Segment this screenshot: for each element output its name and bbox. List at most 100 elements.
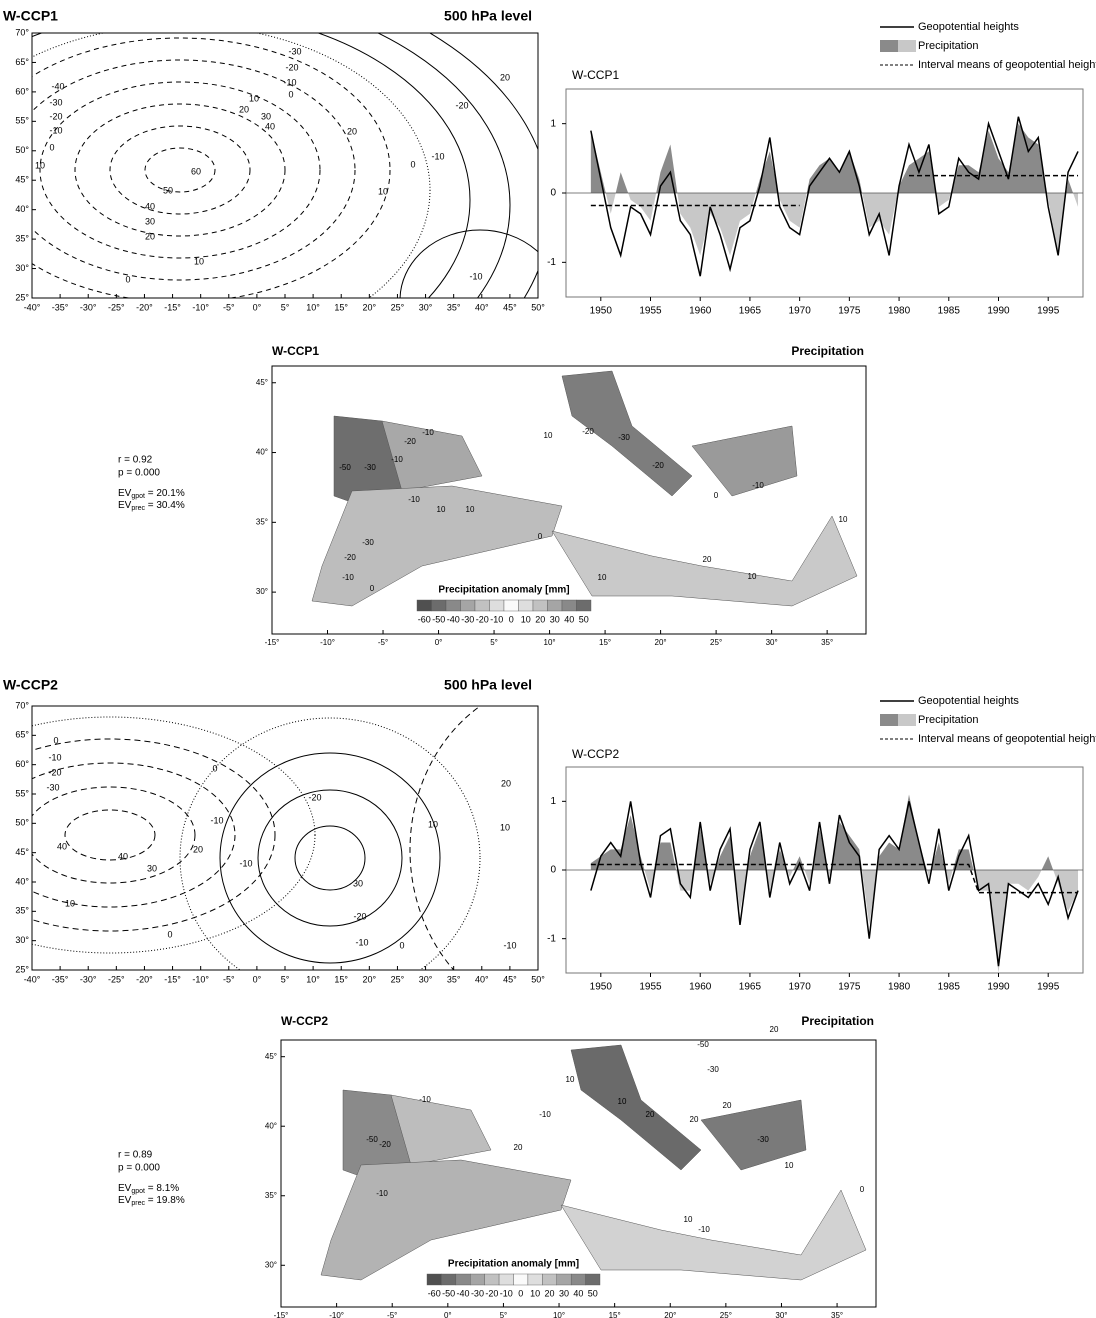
- contour: [109, 125, 251, 215]
- x-tick-label: -35°: [52, 302, 69, 312]
- x-tick-label: -5°: [387, 1311, 397, 1318]
- contour-label: -10: [419, 1095, 431, 1104]
- x-tick-label: -10°: [320, 638, 335, 647]
- contour-label: -20: [582, 427, 594, 436]
- contour-label: 10: [249, 93, 259, 103]
- contour: [219, 752, 441, 964]
- contour-label: -10: [239, 858, 252, 868]
- colorbar-label: -10: [500, 1288, 513, 1298]
- x-tick-label: 1970: [789, 982, 812, 993]
- contour-label: 40: [57, 841, 67, 851]
- legend-swatch: [880, 714, 898, 726]
- contour-label: 10: [618, 1097, 627, 1106]
- y-tick-label: 1: [550, 118, 556, 129]
- x-tick-label: 15°: [334, 974, 348, 984]
- x-tick-label: 25°: [391, 302, 405, 312]
- contour-label: 0: [53, 735, 58, 745]
- x-tick-label: -10°: [329, 1311, 344, 1318]
- contour: [32, 716, 316, 954]
- x-tick-label: -15°: [274, 1311, 289, 1318]
- x-tick-label: 0°: [444, 1311, 452, 1318]
- stat-ev-rest: = 20.1%: [145, 488, 185, 499]
- precipitation-region: [560, 1189, 867, 1281]
- y-tick-label: 35°: [15, 233, 29, 243]
- contour-label: 0: [860, 1185, 865, 1194]
- stat-ev: EVprec = 19.8%: [118, 1195, 185, 1207]
- y-tick-label: 30°: [256, 587, 268, 596]
- contour-label: 30: [261, 111, 271, 121]
- contour-label: 40: [118, 851, 128, 861]
- contour-label: 0: [399, 940, 404, 950]
- contour-label: -10: [283, 77, 296, 87]
- colorbar-label: 20: [545, 1288, 555, 1298]
- y-tick-label: 25°: [15, 964, 29, 974]
- x-tick-label: 1995: [1037, 306, 1060, 317]
- x-tick-label: 1960: [689, 982, 712, 993]
- colorbar-label: -60: [418, 614, 431, 624]
- colorbar-label: -30: [461, 614, 474, 624]
- map-subtitle: 500 hPa level: [444, 8, 532, 24]
- contour-label: 20: [703, 555, 712, 564]
- contour-label: 60: [191, 166, 201, 176]
- contour-label: -10: [752, 481, 764, 490]
- map-title: W-CCP1: [272, 344, 319, 358]
- precipitation-region: [320, 1159, 572, 1281]
- x-tick-label: 50°: [531, 974, 545, 984]
- contour-label: 10: [194, 256, 204, 266]
- stat-ev-main: EV: [118, 488, 132, 499]
- stat-ev-rest: = 8.1%: [145, 1183, 179, 1194]
- contour: [74, 103, 286, 237]
- colorbar-swatch: [570, 1273, 586, 1286]
- contour-label: -20: [652, 461, 664, 470]
- colorbar-swatch: [585, 1273, 601, 1286]
- colorbar-label: -10: [490, 614, 503, 624]
- x-tick-label: 0°: [435, 638, 443, 647]
- contour-label: 20: [193, 844, 203, 854]
- x-tick-label: 45°: [503, 302, 517, 312]
- contour-label: 0: [410, 159, 415, 169]
- colorbar-swatch: [518, 599, 534, 612]
- colorbar-swatch: [556, 1273, 572, 1286]
- legend-label: Interval means of geopotential heights: [918, 59, 1096, 71]
- x-tick-label: 1950: [590, 306, 613, 317]
- contour-label: -10: [391, 455, 403, 464]
- contour-label: 20: [239, 104, 249, 114]
- contour: [32, 59, 356, 281]
- colorbar-title: Precipitation anomaly [mm]: [438, 585, 569, 596]
- contour-label: 10: [466, 505, 475, 514]
- colorbar-label: 50: [579, 614, 589, 624]
- contour-label: 20: [500, 72, 510, 82]
- x-tick-label: 30°: [419, 974, 433, 984]
- map-title: W-CCP2: [3, 677, 58, 693]
- contour-label: 10: [785, 1161, 794, 1170]
- colorbar-swatch: [513, 1273, 529, 1286]
- contour-label: -10: [431, 151, 444, 161]
- contour-label: 40: [145, 201, 155, 211]
- colorbar-swatch: [542, 1273, 557, 1286]
- contour-label: -10: [408, 495, 420, 504]
- stat-ev-sub: prec: [131, 1200, 145, 1207]
- x-tick-label: -20°: [136, 974, 153, 984]
- precipitation-region: [700, 1099, 807, 1171]
- x-tick-label: 20°: [363, 974, 377, 984]
- stat-p: p = 0.000: [118, 1163, 160, 1174]
- x-tick-label: -30°: [80, 302, 97, 312]
- x-tick-label: 1965: [739, 982, 762, 993]
- map-subtitle: Precipitation: [791, 344, 864, 358]
- x-tick-label: 1985: [938, 306, 961, 317]
- contour-label: 0: [288, 89, 293, 99]
- contour: [179, 717, 481, 970]
- contour: [32, 786, 196, 884]
- contour: [294, 825, 366, 891]
- map-title: W-CCP1: [3, 8, 58, 24]
- y-tick-label: 35°: [256, 517, 268, 526]
- x-tick-label: 20°: [363, 302, 377, 312]
- contour-label: -10: [355, 937, 368, 947]
- x-tick-label: 1990: [987, 306, 1010, 317]
- stat-ev-rest: = 19.8%: [145, 1195, 185, 1206]
- x-tick-label: -40°: [24, 974, 41, 984]
- contour-label: -10: [376, 1189, 388, 1198]
- precipitation-area-negative: [590, 870, 1079, 973]
- contour-label: -20: [48, 767, 61, 777]
- x-tick-label: 1955: [639, 982, 662, 993]
